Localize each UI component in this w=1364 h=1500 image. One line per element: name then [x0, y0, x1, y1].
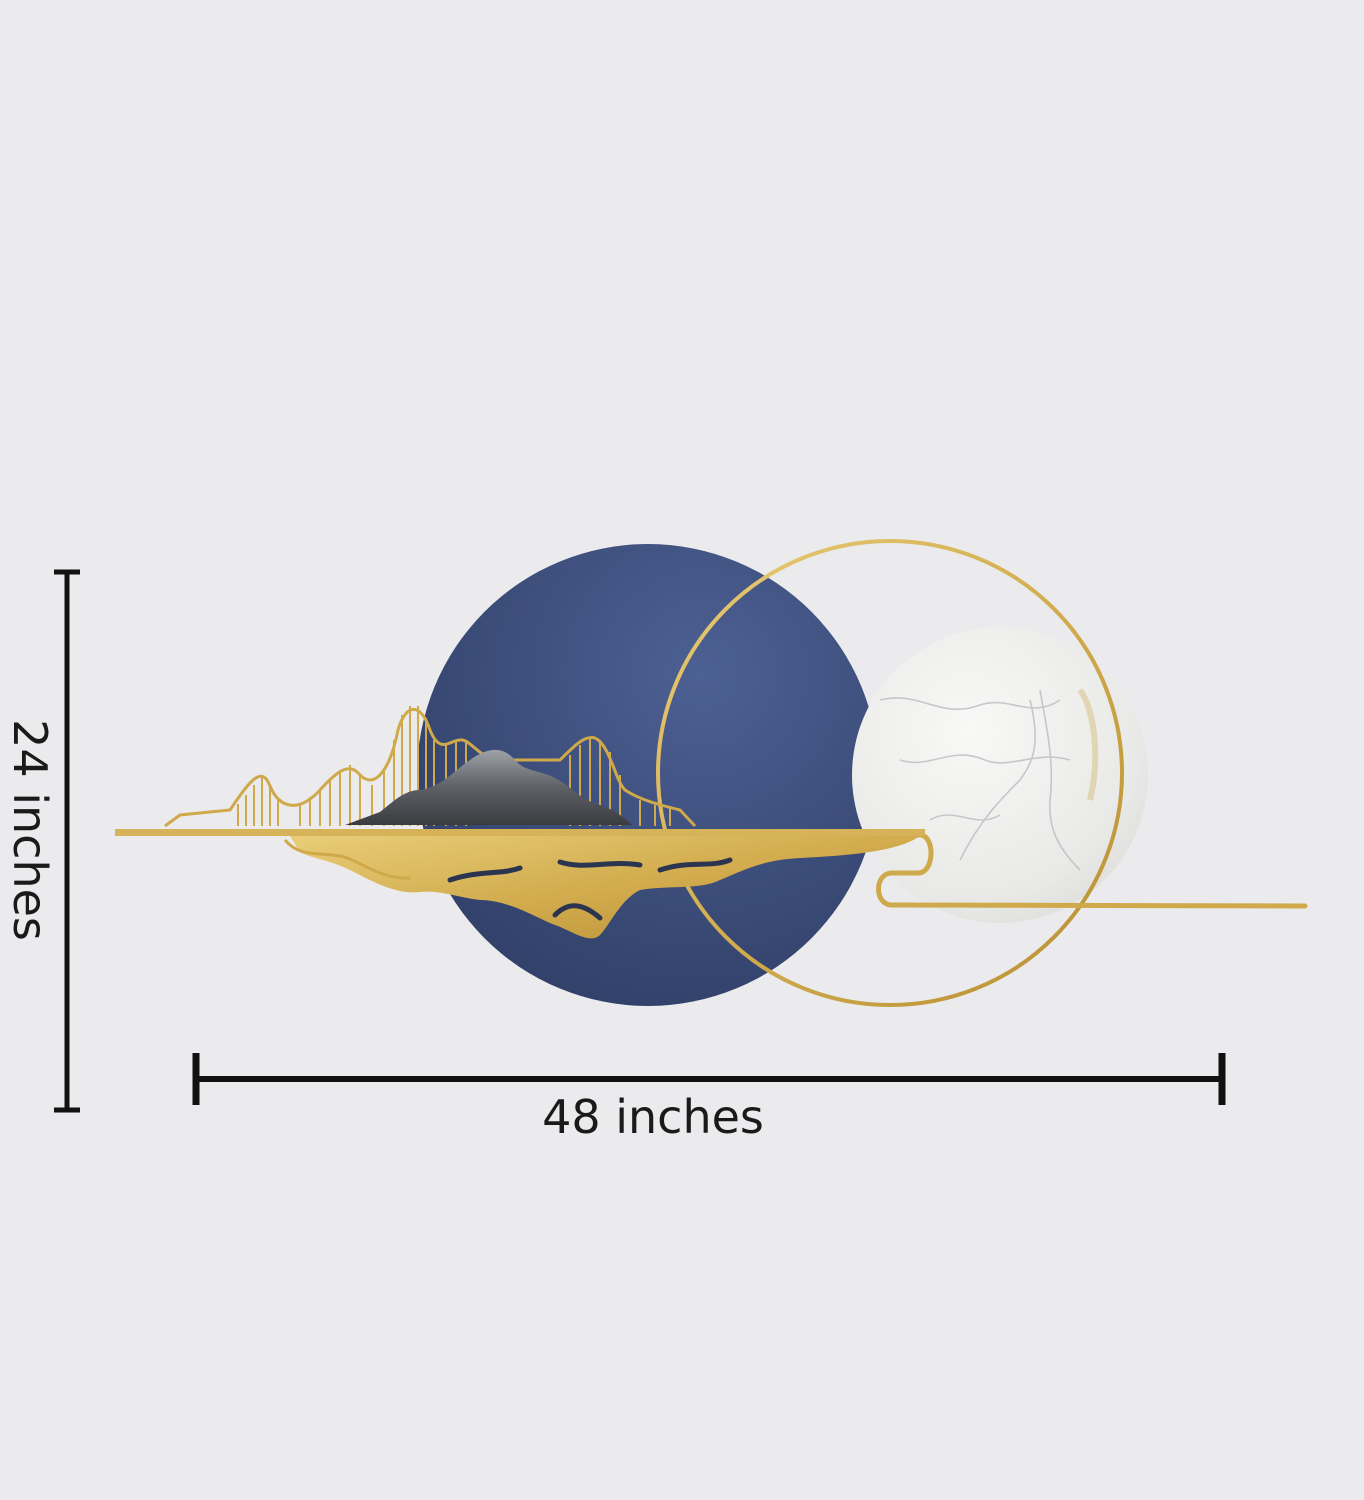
- height-dimension-bar: [54, 569, 80, 1113]
- water-wave-lines: [447, 857, 733, 921]
- marble-disc: [852, 627, 1148, 923]
- gold-ring: [656, 539, 1124, 1007]
- gold-wire-loop: [283, 838, 411, 880]
- gold-water-plate: [290, 836, 920, 939]
- gold-shelf-bar: [115, 829, 925, 836]
- width-label: 48 inches: [542, 1090, 764, 1144]
- height-label: 24 inches: [3, 719, 57, 941]
- width-dimension-bar: [192, 1053, 1226, 1105]
- gold-cloud-bar: [857, 832, 1308, 909]
- stone-mountain: [345, 749, 632, 825]
